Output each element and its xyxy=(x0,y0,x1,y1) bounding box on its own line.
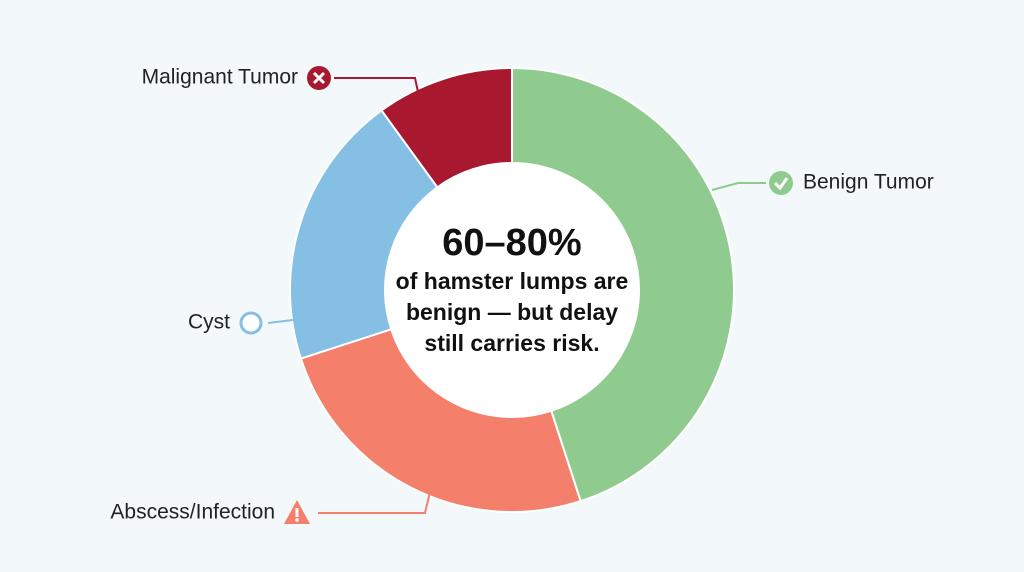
icon-bg xyxy=(769,171,793,195)
leader-line xyxy=(318,491,431,514)
donut-hole xyxy=(386,164,638,416)
donut-segment xyxy=(289,109,439,360)
donut-segment xyxy=(299,327,582,513)
icon-cross xyxy=(312,71,326,85)
center-text: still carries risk. xyxy=(424,330,599,356)
category-label: Benign Tumor xyxy=(803,171,934,194)
donut-segment xyxy=(511,66,735,503)
donut-segment xyxy=(380,66,513,189)
icon-warn-bar xyxy=(295,508,299,517)
icon-ring xyxy=(239,311,263,335)
leader-line xyxy=(334,77,419,93)
category-label: Cyst xyxy=(188,311,230,334)
label-icon xyxy=(307,66,331,90)
label-icon xyxy=(239,311,263,335)
leader-line xyxy=(711,182,766,191)
label-icon xyxy=(769,171,793,195)
label-icon xyxy=(284,500,310,524)
category-label: Abscess/Infection xyxy=(110,501,275,524)
center-text: of hamster lumps are xyxy=(396,268,629,294)
center-text: benign — but delay xyxy=(406,299,618,325)
center-title: 60–80% xyxy=(442,222,581,264)
category-label: Malignant Tumor xyxy=(142,66,298,89)
leader-line xyxy=(267,319,294,324)
icon-check xyxy=(773,177,789,191)
icon-warn-dot xyxy=(295,518,299,522)
